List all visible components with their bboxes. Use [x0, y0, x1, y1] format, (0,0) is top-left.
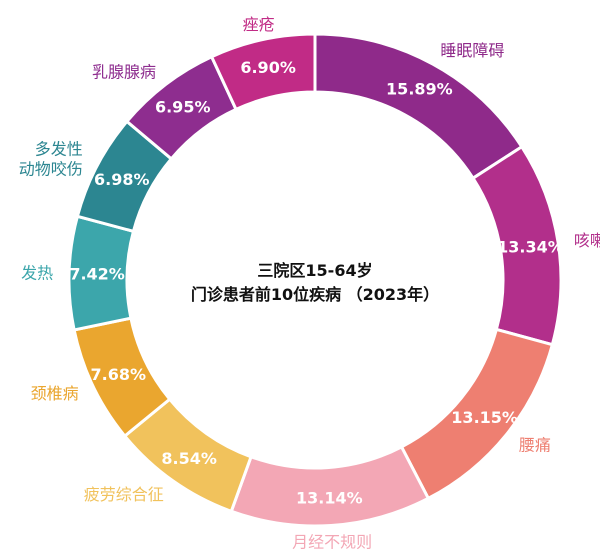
category-label: 疲劳综合征: [84, 485, 164, 504]
category-label: 咳嗽: [574, 231, 600, 250]
category-label: 颈椎病: [31, 384, 79, 403]
value-label: 8.54%: [161, 449, 217, 468]
value-label: 7.42%: [69, 265, 125, 284]
value-labels: 15.89% 13.34% 13.15% 13.14% 8.54% 7.68% 7.42% 6…: [69, 58, 563, 507]
category-label: 腰痛: [519, 436, 551, 455]
value-label: 6.95%: [155, 98, 211, 117]
category-label: 多发性动物咬伤: [19, 140, 83, 179]
category-label: 睡眠障碍: [440, 41, 504, 60]
donut-segments: [67, 32, 563, 528]
donut-segment: [209, 32, 317, 112]
donut-segment: [229, 444, 431, 528]
center-title: 三院区15-64岁 门诊患者前10位疾病 （2023年）: [191, 261, 439, 304]
value-label: 13.14%: [296, 489, 363, 508]
category-label: 乳腺腺病: [92, 63, 156, 82]
category-label: 月经不规则: [292, 532, 372, 551]
chart-title-line-2: 门诊患者前10位疾病 （2023年）: [191, 285, 439, 304]
category-label: 发热: [21, 263, 53, 282]
value-label: 13.34%: [497, 238, 564, 257]
value-label: 13.15%: [451, 408, 518, 427]
value-label: 7.68%: [91, 365, 147, 384]
value-label: 6.98%: [94, 170, 150, 189]
chart-title-line-1: 三院区15-64岁: [257, 261, 372, 280]
value-label: 6.90%: [240, 58, 296, 77]
value-label: 15.89%: [386, 80, 453, 99]
category-label: 痤疮: [243, 15, 275, 34]
